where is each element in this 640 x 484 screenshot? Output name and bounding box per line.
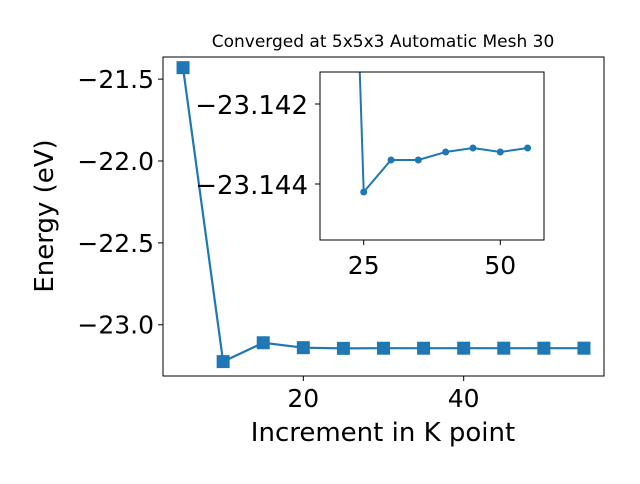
main-data-point xyxy=(377,341,390,355)
main-y-tick-label: −21.5 xyxy=(77,65,154,94)
x-axis-label: Increment in K point xyxy=(251,418,515,448)
inset-data-point xyxy=(469,144,477,152)
inset-series-line-group xyxy=(358,72,528,195)
main-data-point xyxy=(176,61,190,75)
main-x-tick-label: 40 xyxy=(448,384,480,413)
main-data-point xyxy=(417,341,431,355)
main-plot-frame xyxy=(162,56,605,377)
main-x-tick-label: 20 xyxy=(287,384,319,413)
inset-axes: 25 50 −23.144 −23.142 xyxy=(195,71,545,280)
main-data-point xyxy=(577,341,591,355)
inset-x-tick-label: 25 xyxy=(348,251,380,280)
inset-data-point xyxy=(524,144,532,152)
main-data-point xyxy=(296,341,310,355)
main-data-point xyxy=(537,341,551,355)
inset-data-point xyxy=(442,148,450,156)
inset-y-ticks: −23.144 −23.142 xyxy=(195,91,320,201)
inset-y-tick-label: −23.144 xyxy=(195,171,308,201)
inset-series-marker-group xyxy=(360,144,532,196)
main-y-tick-label: −23.0 xyxy=(77,311,154,340)
inset-data-point xyxy=(414,156,422,164)
inset-plot-frame xyxy=(319,71,545,241)
inset-data-point xyxy=(387,156,395,164)
main-data-point xyxy=(457,341,471,355)
inset-data-point xyxy=(360,188,368,196)
main-y-tick-label: −22.5 xyxy=(77,229,154,258)
main-x-ticks: 20 40 xyxy=(287,376,480,413)
chart-title: Converged at 5x5x3 Automatic Mesh 30 xyxy=(212,32,555,52)
main-series-marker-group xyxy=(176,61,591,369)
main-data-point xyxy=(497,341,511,355)
inset-data-point xyxy=(496,148,504,156)
inset-x-ticks: 25 50 xyxy=(348,240,516,280)
main-y-ticks: −21.5 −22.0 −22.5 −23.0 xyxy=(77,65,163,340)
main-data-point xyxy=(256,336,270,350)
y-axis-label: Energy (eV) xyxy=(30,139,60,292)
inset-x-tick-label: 50 xyxy=(484,251,516,280)
main-y-tick-label: −22.0 xyxy=(77,147,154,176)
main-data-point xyxy=(336,341,350,355)
inset-series-line xyxy=(358,72,528,195)
inset-y-tick-label: −23.142 xyxy=(195,91,308,121)
main-axes: 20 40 −21.5−22.0−22.5−23.0 Converged at 5… xyxy=(30,32,605,448)
main-data-point xyxy=(216,355,230,369)
